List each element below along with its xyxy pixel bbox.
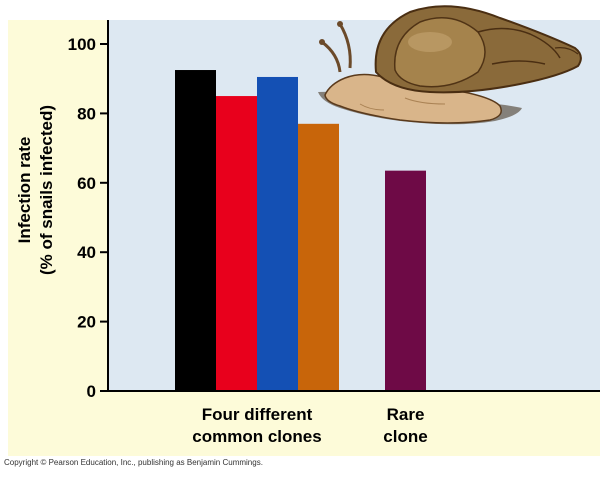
y-axis-label-line-2: (% of snails infected) bbox=[37, 105, 56, 275]
y-ticks: 0 20 40 60 80 100 bbox=[68, 35, 108, 401]
y-tick-label: 100 bbox=[68, 35, 96, 54]
y-tick-label: 60 bbox=[77, 174, 96, 193]
bar bbox=[216, 96, 257, 392]
bar bbox=[385, 170, 426, 391]
snail-icon bbox=[318, 5, 582, 125]
bar bbox=[257, 76, 298, 391]
y-axis-label-line-1: Infection rate bbox=[15, 137, 34, 244]
bars-layer bbox=[175, 70, 426, 392]
y-tick-label: 0 bbox=[87, 382, 96, 401]
bar bbox=[298, 123, 339, 391]
x-labels: Four different common clones Rare clone bbox=[192, 405, 427, 446]
bar bbox=[175, 70, 216, 392]
x-category-label: clone bbox=[383, 427, 427, 446]
x-category-label: Rare bbox=[387, 405, 425, 424]
y-tick-label: 20 bbox=[77, 313, 96, 332]
x-category-label: common clones bbox=[192, 427, 321, 446]
y-tick-label: 40 bbox=[77, 243, 96, 262]
copyright-notice: Copyright © Pearson Education, Inc., pub… bbox=[4, 458, 263, 467]
x-category-label: Four different bbox=[202, 405, 313, 424]
y-tick-label: 80 bbox=[77, 104, 96, 123]
